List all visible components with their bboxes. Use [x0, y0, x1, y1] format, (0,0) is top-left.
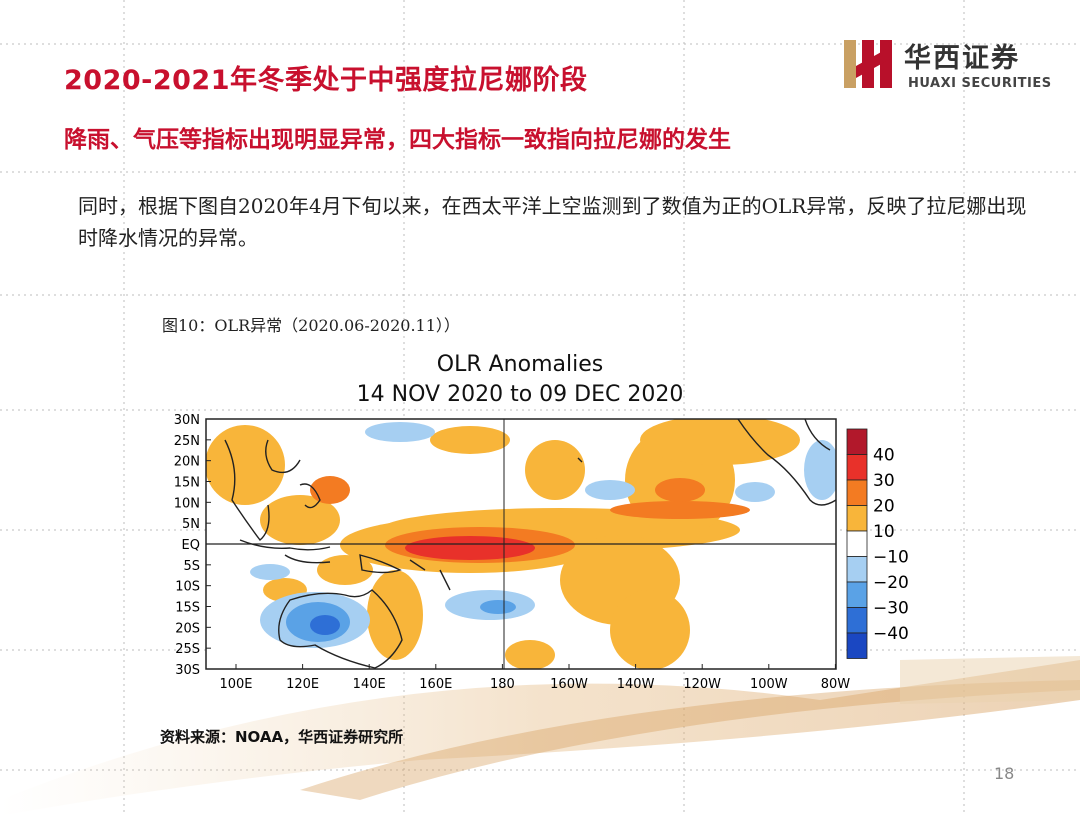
lat-tick-label: 10N — [174, 496, 200, 511]
huaxi-logo: 华西证券 HUAXI SECURITIES — [842, 36, 1052, 96]
coastlines — [224, 419, 836, 669]
colorbar-label: 20 — [873, 497, 895, 517]
colorbar-label: 40 — [873, 446, 895, 466]
lat-tick-label: 15S — [175, 601, 200, 616]
lat-tick-label: 10S — [175, 580, 200, 595]
colorbar-swatch — [846, 479, 868, 506]
lon-tick-label: 120W — [683, 677, 721, 692]
colorbar-label: −30 — [873, 599, 909, 619]
lon-tick-label: 120E — [286, 677, 319, 692]
longitude-axis: 100E 120E 140E 160E 180 160W 140W 120W 100W 80W — [219, 664, 850, 692]
lat-tick-label: 20N — [174, 455, 200, 470]
colorbar-label: −20 — [873, 573, 909, 593]
lon-tick-label: 100W — [750, 677, 788, 692]
lat-tick-label: 25S — [175, 642, 200, 657]
anomaly-positive-30-40 — [405, 536, 535, 560]
lat-tick-label: 30S — [175, 663, 200, 678]
page-number: 18 — [994, 764, 1015, 783]
body-paragraph: 同时，根据下图自2020年4月下旬以来，在西太平洋上空监测到了数值为正的OLR异… — [78, 194, 1027, 250]
colorbar: 40 30 20 10 −10 −20 −30 −40 — [846, 428, 909, 659]
figure-caption: 图10：OLR异常（2020.06-2020.11）） — [162, 316, 460, 335]
logo-name-en: HUAXI SECURITIES — [908, 76, 1052, 91]
lon-tick-label: 160W — [550, 677, 588, 692]
logo-name-cn: 华西证券 — [904, 43, 1020, 74]
colorbar-swatch — [846, 632, 868, 659]
colorbar-label: 10 — [873, 522, 895, 542]
colorbar-swatch — [846, 607, 868, 634]
lat-tick-label: 20S — [175, 621, 200, 636]
colorbar-swatch — [846, 428, 868, 455]
lon-tick-label: 80W — [821, 677, 851, 692]
lon-tick-label: 140W — [617, 677, 655, 692]
lat-tick-label: 5N — [182, 517, 200, 532]
lat-tick-label: 5S — [183, 559, 200, 574]
lon-tick-label: 140E — [353, 677, 386, 692]
colorbar-swatch — [846, 505, 868, 532]
map-title: OLR Anomalies — [436, 352, 604, 377]
colorbar-label: 30 — [873, 471, 895, 491]
lon-tick-label: 100E — [219, 677, 252, 692]
lat-tick-label: 15N — [174, 476, 200, 491]
lat-tick-label: 30N — [174, 413, 200, 428]
lat-tick-label: EQ — [182, 538, 200, 553]
colorbar-swatch — [846, 454, 868, 481]
colorbar-label: −10 — [873, 548, 909, 568]
anomaly-negative-30-40 — [310, 615, 340, 635]
colorbar-swatch — [846, 581, 868, 608]
latitude-axis: 30N 25N 20N 15N 10N 5N EQ 5S 10S 15S 20S 25S 30S — [174, 413, 211, 678]
map-plot-area — [206, 419, 836, 669]
page-subtitle: 降雨、气压等指标出现明显异常，四大指标一致指向拉尼娜的发生 — [64, 126, 731, 153]
colorbar-label: −40 — [873, 624, 909, 644]
page-title: 2020-2021年冬季处于中强度拉尼娜阶段 — [64, 65, 588, 96]
huaxi-logo-mark-icon — [844, 40, 892, 88]
lat-tick-label: 25N — [174, 434, 200, 449]
lon-tick-label: 160E — [419, 677, 452, 692]
source-note: 资料来源：NOAA，华西证券研究所 — [160, 728, 404, 746]
lon-tick-label: 180 — [490, 677, 515, 692]
map-date-range: 14 NOV 2020 to 09 DEC 2020 — [356, 382, 684, 407]
colorbar-swatch — [846, 530, 868, 557]
colorbar-swatch — [846, 556, 868, 583]
